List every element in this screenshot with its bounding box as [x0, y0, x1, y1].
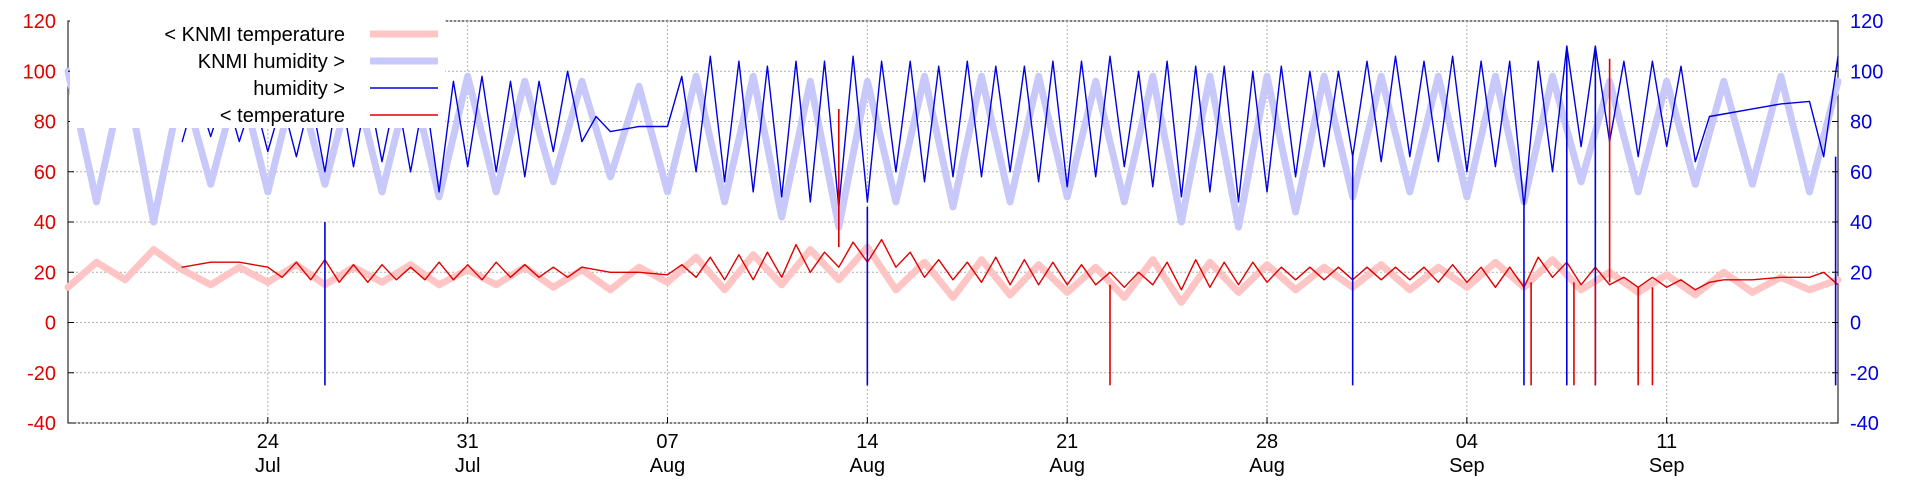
y-left-ticks: -40 -20 0 20 40 60 80 100 120	[23, 11, 74, 435]
y-left-tick-label: -40	[27, 413, 56, 435]
x-tick-month: Aug	[1249, 455, 1285, 477]
y-left-tick-label: -20	[27, 363, 56, 385]
y-right-tick-label: -20	[1850, 363, 1879, 385]
x-tick-day: 21	[1056, 431, 1078, 453]
x-tick-day: 14	[856, 431, 878, 453]
x-tick-month: Aug	[650, 455, 686, 477]
x-tick-month: Sep	[1449, 455, 1485, 477]
x-tick-day: 24	[257, 431, 279, 453]
x-tick-month: Jul	[455, 455, 481, 477]
x-tick-day: 31	[457, 431, 479, 453]
y-left-tick-label: 120	[23, 11, 56, 33]
y-left-tick-label: 0	[45, 313, 56, 335]
y-right-tick-label: 60	[1850, 162, 1872, 184]
x-tick-month: Aug	[850, 455, 886, 477]
legend-label-0: < KNMI temperature	[164, 24, 345, 46]
legend-label-3: < temperature	[220, 105, 345, 127]
series-line-2	[181, 45, 1839, 208]
series-line-3	[181, 238, 1839, 291]
y-left-tick-label: 100	[23, 61, 56, 83]
y-right-tick-label: -40	[1850, 413, 1879, 435]
y-right-tick-label: 120	[1850, 11, 1883, 33]
x-tick-day: 04	[1456, 431, 1478, 453]
x-tick-day: 07	[656, 431, 678, 453]
y-left-tick-label: 80	[34, 112, 56, 134]
x-tick-month: Jul	[255, 455, 281, 477]
y-right-tick-label: 40	[1850, 212, 1872, 234]
legend-label-1: KNMI humidity >	[198, 51, 345, 73]
x-tick-month: Aug	[1049, 455, 1085, 477]
y-left-tick-label: 40	[34, 212, 56, 234]
series-layer	[64, 45, 1842, 386]
legend-label-2: humidity >	[253, 78, 345, 100]
y-right-tick-label: 100	[1850, 61, 1883, 83]
y-right-tick-label: 0	[1850, 313, 1861, 335]
y-left-tick-label: 60	[34, 162, 56, 184]
x-tick-day: 28	[1256, 431, 1278, 453]
legend: < KNMI temperature KNMI humidity > humidit…	[70, 20, 445, 128]
legend-background	[70, 20, 445, 128]
y-left-tick-label: 20	[34, 262, 56, 284]
y-right-tick-label: 20	[1850, 262, 1872, 284]
y-right-tick-label: 80	[1850, 112, 1872, 134]
x-tick-day: 11	[1656, 431, 1677, 453]
series-line-0	[64, 243, 1842, 306]
y-right-ticks: -40 -20 0 20 40 60 80 100 120	[1832, 11, 1883, 435]
x-tick-month: Sep	[1649, 455, 1685, 477]
